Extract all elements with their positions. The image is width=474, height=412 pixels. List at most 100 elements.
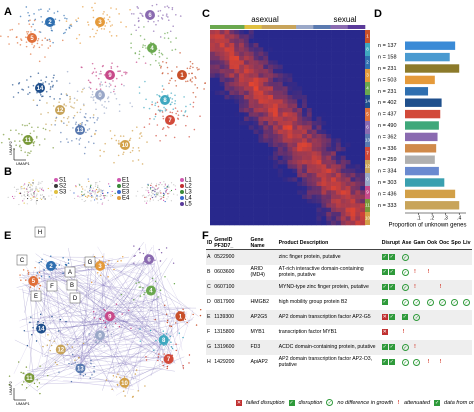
axis-label: UMAP1: [16, 161, 31, 166]
heat-cell: [355, 212, 361, 217]
heat-cell: [214, 60, 220, 65]
cluster-badge: [158, 335, 169, 345]
umap-point: [17, 82, 20, 85]
heat-cell: [224, 73, 230, 78]
umap-point: [30, 31, 32, 33]
heat-cell: [316, 95, 322, 100]
umap-point: [31, 126, 33, 129]
network-node: [104, 261, 106, 263]
heat-cell: [210, 90, 216, 96]
umap-point: [101, 191, 104, 193]
heat-cell: [355, 199, 361, 204]
cluster-badge: [28, 276, 39, 287]
heat-cell: [272, 186, 279, 191]
umap-point: [174, 79, 177, 82]
network-node: [43, 269, 45, 271]
heat-cell: [268, 56, 274, 61]
network-edge: [45, 259, 88, 367]
heat-cell: [331, 51, 337, 57]
heat-cell: [340, 138, 346, 143]
heat-cell: [321, 168, 327, 174]
heat-cell: [316, 112, 322, 117]
heat-cell: [311, 34, 317, 39]
heat-cell: [282, 56, 288, 61]
heat-cell: [302, 51, 308, 57]
umap-point: [171, 98, 174, 100]
heat-cell: [272, 173, 279, 178]
heat-cell: [287, 216, 293, 221]
heat-cell: [243, 212, 250, 217]
heat-cell: [239, 212, 245, 217]
status-cell: ✓ ✓: [381, 340, 401, 355]
heat-cell: [282, 86, 288, 91]
umap-point: [32, 183, 34, 185]
umap-point: [101, 190, 103, 192]
gene-label: A: [68, 270, 72, 276]
umap-point: [138, 57, 140, 60]
heat-cell: [297, 108, 303, 113]
heat-cell: [360, 212, 366, 217]
heat-cell: [277, 151, 283, 156]
umap-point: [120, 21, 122, 24]
network-edge: [22, 283, 104, 325]
umap-point: [39, 194, 42, 196]
heat-cell: [297, 73, 303, 78]
heat-cell: [234, 160, 240, 165]
heat-cell: [340, 69, 346, 74]
heat-cell: [335, 112, 342, 117]
cluster-label: 3: [366, 73, 369, 78]
umap-point: [164, 183, 166, 185]
cluster-label: 11: [26, 376, 33, 382]
network-node: [62, 272, 64, 274]
bar-category: n = 231: [378, 66, 397, 72]
umap-point: [64, 31, 66, 34]
umap-point: [33, 45, 36, 47]
network-edge: [102, 304, 115, 374]
umap-point: [169, 97, 172, 99]
network-node: [39, 392, 41, 395]
network-node: [70, 380, 73, 383]
heat-cell: [272, 47, 279, 52]
umap-point: [22, 200, 24, 202]
network-node: [94, 336, 96, 339]
heat-cell: [355, 34, 361, 39]
heat-cell: [321, 212, 327, 217]
heat-cell: [350, 203, 356, 208]
heat-cell: [243, 73, 250, 78]
umap-point: [171, 6, 174, 9]
heat-cell: [306, 34, 313, 39]
heat-cell: [224, 190, 230, 195]
network-edge: [82, 263, 152, 333]
network-node: [30, 316, 32, 318]
umap-point: [168, 192, 170, 194]
heat-cell: [311, 43, 317, 48]
network-edge: [61, 337, 110, 342]
network-node: [27, 270, 29, 272]
umap-point: [53, 12, 56, 14]
umap-point: [90, 184, 92, 186]
heat-cell: [360, 186, 366, 191]
network-node: [29, 321, 31, 324]
umap-point: [92, 189, 94, 192]
heat-cell: [272, 86, 279, 91]
umap-point: [26, 197, 29, 200]
cluster-badge: [104, 311, 115, 322]
heat-cell: [350, 90, 356, 96]
heat-cell: [248, 95, 254, 100]
heat-cell: [243, 173, 250, 178]
heat-cell: [219, 155, 225, 161]
legend-label: no difference in growth: [337, 400, 394, 406]
heat-cell: [340, 129, 346, 135]
heat-cell: [297, 216, 303, 221]
heat-cell: [272, 73, 279, 78]
heat-cell: [263, 147, 269, 152]
umap-point: [131, 129, 134, 132]
heat-cell: [345, 95, 351, 100]
heat-cell: [340, 60, 346, 65]
network-edge: [96, 281, 156, 331]
heat-cell: [248, 181, 254, 187]
heat-cell: [263, 99, 269, 104]
heat-cell: [263, 47, 269, 52]
heat-cell: [331, 73, 337, 78]
network-node: [85, 342, 87, 344]
